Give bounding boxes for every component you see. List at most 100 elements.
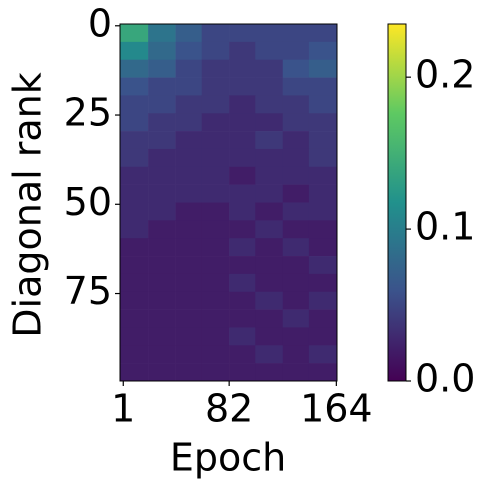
heatmap-cell [148,59,176,78]
heatmap-cell [148,256,176,275]
heatmap-cell [201,309,230,328]
heatmap-cell [201,345,230,364]
plot-frame [119,23,338,382]
heatmap-cell [175,345,203,364]
heatmap-cell [148,77,176,96]
heatmap-cell [255,345,284,364]
heatmap-cell [201,273,230,293]
heatmap-cell [120,166,149,185]
heatmap-cell [308,166,338,185]
heatmap-cell [175,256,203,275]
heatmap-cell [201,24,230,43]
heatmap-cell [175,309,203,328]
heatmap-cell [255,59,284,78]
y-tick-label: 75 [64,269,112,313]
heatmap-cell [308,256,338,275]
heatmap-cell [229,148,256,168]
heatmap-cell [120,363,149,382]
heatmap-cell [229,256,256,275]
heatmap-cell [120,148,149,168]
heatmap-cell [229,273,256,293]
heatmap-cell [282,202,310,221]
heatmap-cell [308,345,338,364]
x-tick-label: 1 [111,387,135,431]
heatmap-cell [308,77,338,96]
heatmap-cell [148,202,176,221]
heatmap-cell [282,148,310,168]
colorbar-tick-label: 0.0 [415,357,475,401]
heatmap-cell [201,166,230,185]
heatmap-cell [308,291,338,310]
heatmap-cell [229,77,256,96]
heatmap-cell [229,238,256,257]
heatmap-cell [201,327,230,346]
heatmap-cell [175,131,203,150]
heatmap-cell [282,256,310,275]
x-axis-label: Epoch [170,436,286,480]
heatmap-cell [175,220,203,239]
heatmap-cell [282,291,310,310]
heatmap-cell [175,113,203,132]
heatmap-cell [201,95,230,114]
heatmap-cell [255,95,284,114]
heatmap-cell [148,166,176,185]
heatmap-cell [255,77,284,96]
heatmap-cell [308,59,338,78]
heatmap-cell [255,309,284,328]
colorbar [387,23,407,382]
heatmap-cell [308,148,338,168]
heatmap-cell [175,238,203,257]
heatmap-cell [120,220,149,239]
heatmap-cell [282,113,310,132]
heatmap-cell [282,220,310,239]
y-tick-label: 25 [64,91,112,135]
heatmap-cell [229,24,256,43]
x-tick-label: 164 [300,387,373,431]
heatmap-cell [229,184,256,203]
heatmap-cell [175,327,203,346]
heatmap-cell [308,309,338,328]
y-axis-label: Diagonal rank [6,72,50,337]
heatmap-cell [229,113,256,132]
heatmap-cell [308,363,338,382]
heatmap-cell [282,95,310,114]
heatmap-cell [229,202,256,221]
heatmap-cell [120,113,149,132]
heatmap-cell [308,95,338,114]
colorbar-tick-label: 0.2 [415,53,475,97]
heatmap-cell [308,24,338,43]
heatmap-cell [201,291,230,310]
heatmap-cell [282,238,310,257]
heatmap-cell [229,41,256,60]
heatmap-cell [282,59,310,78]
heatmap-cell [255,363,284,382]
heatmap-cell [282,166,310,185]
heatmap-cell [148,309,176,328]
heatmap-cell [308,202,338,221]
heatmap-cell [120,291,149,310]
heatmap-cell [229,345,256,364]
heatmap-cell [308,184,338,203]
heatmap-cell [175,273,203,293]
heatmap-cell [120,327,149,346]
heatmap-cell [120,345,149,364]
heatmap-cell [229,166,256,185]
heatmap-cell [229,327,256,346]
heatmap-cell [148,41,176,60]
y-tick-label: 50 [64,180,112,224]
heatmap-cell [255,220,284,239]
heatmap-cell [282,77,310,96]
heatmap-cell [148,184,176,203]
heatmap-cell [308,238,338,257]
heatmap-cell [201,202,230,221]
heatmap-cell [148,345,176,364]
heatmap-cell [255,202,284,221]
heatmap-cell [201,148,230,168]
heatmap-cell [201,363,230,382]
heatmap-cell [175,291,203,310]
heatmap-cell [148,113,176,132]
heatmap-cell [175,184,203,203]
heatmap-cell [255,256,284,275]
heatmap-cell [148,363,176,382]
heatmap-cell [282,184,310,203]
